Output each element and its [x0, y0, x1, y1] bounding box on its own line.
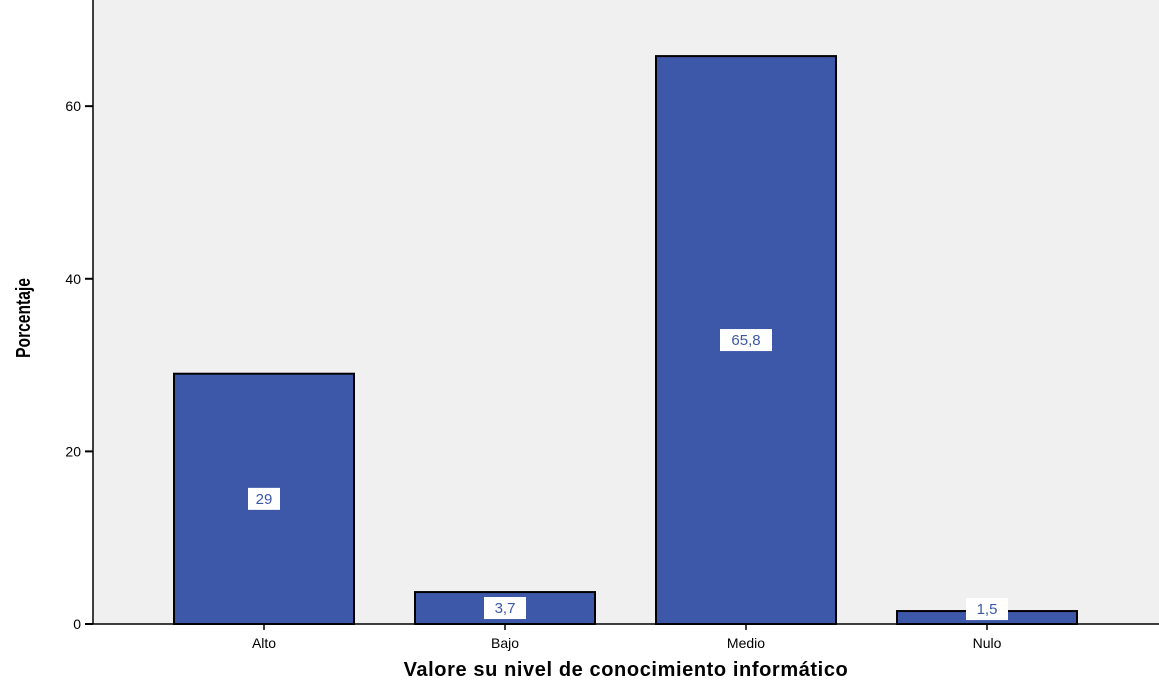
data-label: 29 — [256, 491, 273, 508]
data-label-box — [248, 487, 280, 510]
y-tick-label: 40 — [65, 271, 81, 287]
data-label: 1,5 — [977, 601, 998, 618]
y-tick-label: 20 — [65, 443, 81, 459]
data-label-box — [720, 329, 772, 352]
y-axis-title: Porcentaje — [12, 278, 34, 358]
x-tick-label: Nulo — [973, 635, 1002, 651]
data-label: 65,8 — [731, 332, 760, 349]
data-label: 3,7 — [495, 600, 516, 617]
y-tick-label: 60 — [65, 98, 81, 114]
x-ticks-group: Alto Bajo Medio Nulo — [252, 624, 1002, 651]
y-ticks-group: 0 20 40 60 — [65, 98, 93, 632]
y-tick-label: 0 — [73, 616, 81, 632]
data-label-box — [484, 597, 526, 620]
x-tick-label: Alto — [252, 635, 276, 651]
data-label-box — [966, 598, 1008, 621]
data-labels-group: 29 3,7 65,8 1,5 — [248, 329, 1008, 621]
x-tick-label: Bajo — [491, 635, 519, 651]
x-axis-title: Valore su nivel de conocimiento informát… — [404, 659, 849, 681]
x-tick-label: Medio — [727, 635, 765, 651]
